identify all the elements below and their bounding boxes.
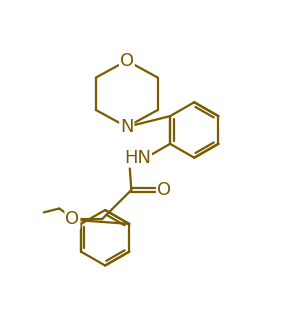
Text: HN: HN [124,149,151,167]
Text: O: O [65,210,80,228]
Text: O: O [120,52,134,70]
Text: N: N [120,118,134,136]
Text: O: O [157,181,171,199]
